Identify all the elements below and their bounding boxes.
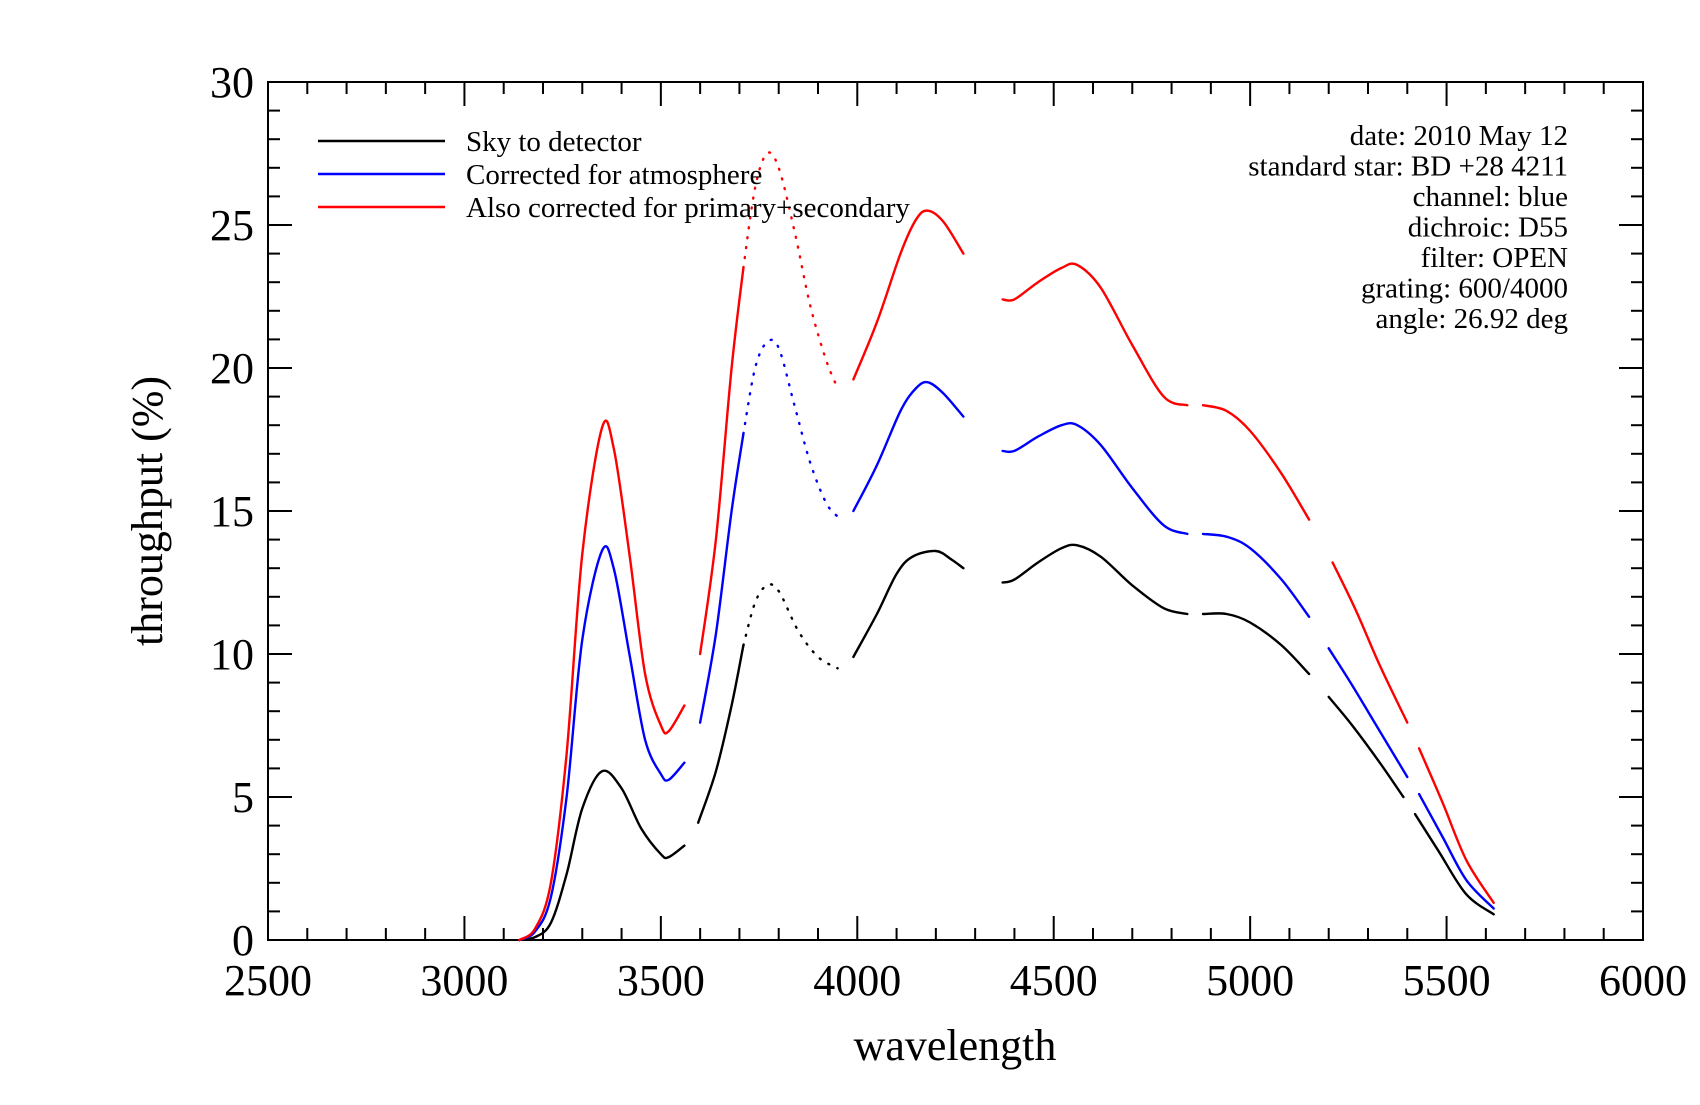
x-tick-label: 4500 (1010, 956, 1098, 1005)
series-line-segment (1413, 813, 1495, 916)
annotation-line: grating: 600/4000 (1361, 273, 1568, 305)
y-tick-label: 10 (210, 630, 254, 679)
series-line-segment (1327, 647, 1409, 779)
annotation-line: date: 2010 May 12 (1350, 120, 1568, 152)
series-line-segment (1001, 422, 1189, 536)
y-axis-ticks: 0 5 10 15 20 25 30 (210, 58, 1643, 965)
legend-label: Corrected for atmosphere (466, 159, 762, 191)
annotation-line: angle: 26.92 deg (1376, 303, 1568, 335)
y-tick-label: 0 (232, 916, 254, 965)
y-tick-label: 30 (210, 58, 254, 107)
series-line-segment (742, 338, 839, 518)
x-tick-label: 3000 (420, 956, 508, 1005)
series-line-segment (1327, 695, 1405, 799)
series-line-segment (852, 209, 965, 381)
x-tick-label: 3500 (617, 956, 705, 1005)
annotation-line: dichroic: D55 (1408, 212, 1568, 244)
series-line-segment (1417, 792, 1495, 910)
y-tick-label: 20 (210, 344, 254, 393)
x-axis-ticks: 2500 3000 3500 4000 4500 5000 5500 6000 (224, 82, 1687, 1005)
series-line-segment (697, 644, 745, 824)
annotation-line: filter: OPEN (1421, 242, 1568, 274)
x-tick-label: 2500 (224, 956, 312, 1005)
series-line-segment (852, 380, 965, 513)
x-tick-label: 5000 (1206, 956, 1294, 1005)
series-3 (518, 151, 1495, 942)
series-line-segment (1331, 561, 1409, 724)
x-tick-label: 5500 (1403, 956, 1491, 1005)
series-2 (518, 338, 1495, 942)
series-line-segment (518, 419, 686, 942)
series-line-segment (1001, 543, 1189, 616)
series-line-segment (742, 583, 839, 670)
legend-label: Also corrected for primary+secondary (466, 192, 910, 224)
series-line-segment (1001, 262, 1189, 407)
series-line-segment (518, 769, 686, 942)
series-line-segment (742, 151, 839, 390)
x-axis-label: wavelength (854, 1021, 1057, 1070)
series-line-segment (1201, 532, 1311, 618)
series-1 (518, 543, 1495, 942)
series-line-segment (1201, 612, 1311, 676)
legend-label: Sky to detector (466, 126, 642, 158)
x-tick-label: 6000 (1599, 956, 1687, 1005)
series-line-segment (698, 266, 745, 656)
annotation-line: channel: blue (1413, 181, 1568, 213)
y-tick-label: 15 (210, 487, 254, 536)
series-line-segment (518, 545, 686, 942)
series-layer (518, 151, 1495, 942)
series-line-segment (1417, 747, 1495, 904)
y-axis-label: throughput (%) (123, 376, 172, 646)
series-line-segment (852, 549, 965, 659)
annotation-line: standard star: BD +28 4211 (1248, 151, 1568, 183)
series-line-segment (698, 432, 745, 724)
y-tick-label: 5 (232, 773, 254, 822)
y-tick-label: 25 (210, 201, 254, 250)
x-tick-label: 4000 (813, 956, 901, 1005)
series-line-segment (1201, 404, 1311, 521)
